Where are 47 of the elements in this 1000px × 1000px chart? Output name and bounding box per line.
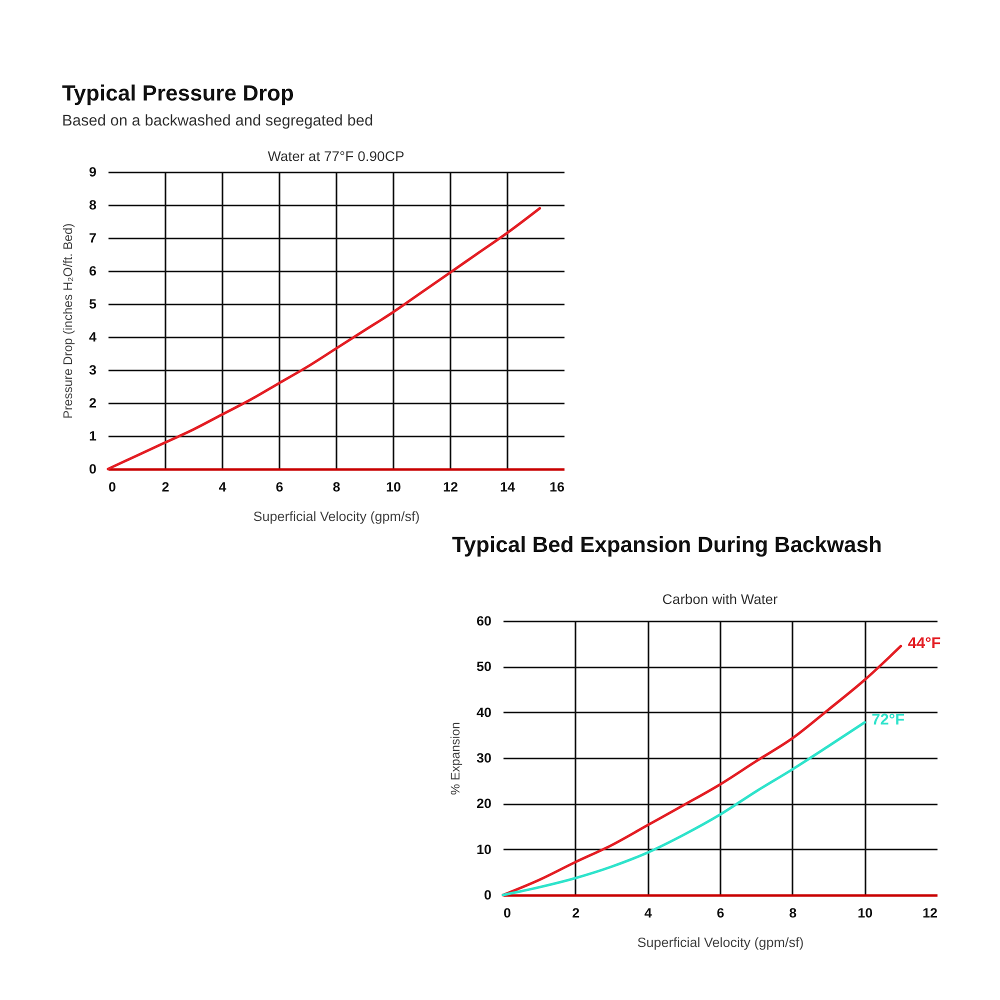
- x-tick-label: 8: [332, 480, 341, 494]
- x-tick-label: 0: [504, 906, 512, 920]
- y-axis-title: % Expansion: [448, 722, 462, 795]
- line-series: [106, 207, 542, 470]
- y-tick-label: 3: [88, 362, 97, 378]
- y-tick-label: 50: [476, 659, 492, 674]
- chart-subtitle: Carbon with Water: [662, 591, 778, 607]
- y-tick-label: 4: [88, 330, 97, 344]
- y-tick-label: 0: [88, 462, 96, 476]
- y-axis-title: Pressure Drop (inches H₂O/ft. Bed): [60, 223, 75, 419]
- x-tick-label: 14: [500, 480, 516, 494]
- y-tick-label: 9: [88, 164, 96, 180]
- x-tick-label: 4: [644, 906, 652, 920]
- y-tick-label: 8: [88, 198, 97, 212]
- chart-title: Typical Pressure Drop: [62, 80, 294, 106]
- text: Water at 77°F 0.90CP: [268, 148, 404, 164]
- x-tick-label: 12: [922, 906, 938, 920]
- chart-subtitle: Based on a backwashed and segregated bed: [62, 112, 374, 130]
- x-axis-title: Superficial Velocity (gpm/sf): [637, 935, 804, 950]
- y-tick-label: 0: [484, 888, 492, 902]
- x-tick-label: 6: [716, 906, 725, 920]
- y-tick-label: 40: [476, 704, 492, 720]
- x-tick-label: 12: [442, 480, 458, 494]
- y-tick-label: 1: [88, 428, 97, 444]
- x-tick-label: 4: [218, 480, 227, 494]
- y-tick-label: 7: [88, 230, 96, 246]
- y-tick-label: 10: [476, 842, 492, 857]
- y-tick-label: 6: [88, 264, 97, 278]
- series-label: 72°F: [872, 711, 905, 728]
- y-tick-label: 20: [476, 796, 492, 812]
- x-tick-label: 10: [858, 906, 873, 920]
- y-tick-label: 2: [88, 396, 96, 410]
- x-tick-label: 6: [276, 480, 284, 494]
- x-tick-label: 8: [789, 906, 798, 920]
- chart-title: Typical Bed Expansion During Backwash: [452, 532, 882, 557]
- x-tick-label: 0: [108, 480, 116, 494]
- line-series: [502, 644, 902, 896]
- y-tick-label: 60: [476, 614, 492, 628]
- x-tick-label: 2: [572, 906, 580, 920]
- series-label: 44°F: [908, 635, 941, 652]
- y-tick-label: 30: [476, 750, 492, 766]
- x-tick-label: 2: [162, 480, 170, 494]
- x-tick-label: 16: [549, 480, 565, 494]
- y-tick-label: 5: [88, 296, 97, 312]
- x-axis-title: Superficial Velocity (gpm/sf): [253, 509, 420, 524]
- line-series: [502, 721, 866, 896]
- x-tick-label: 10: [386, 480, 402, 494]
